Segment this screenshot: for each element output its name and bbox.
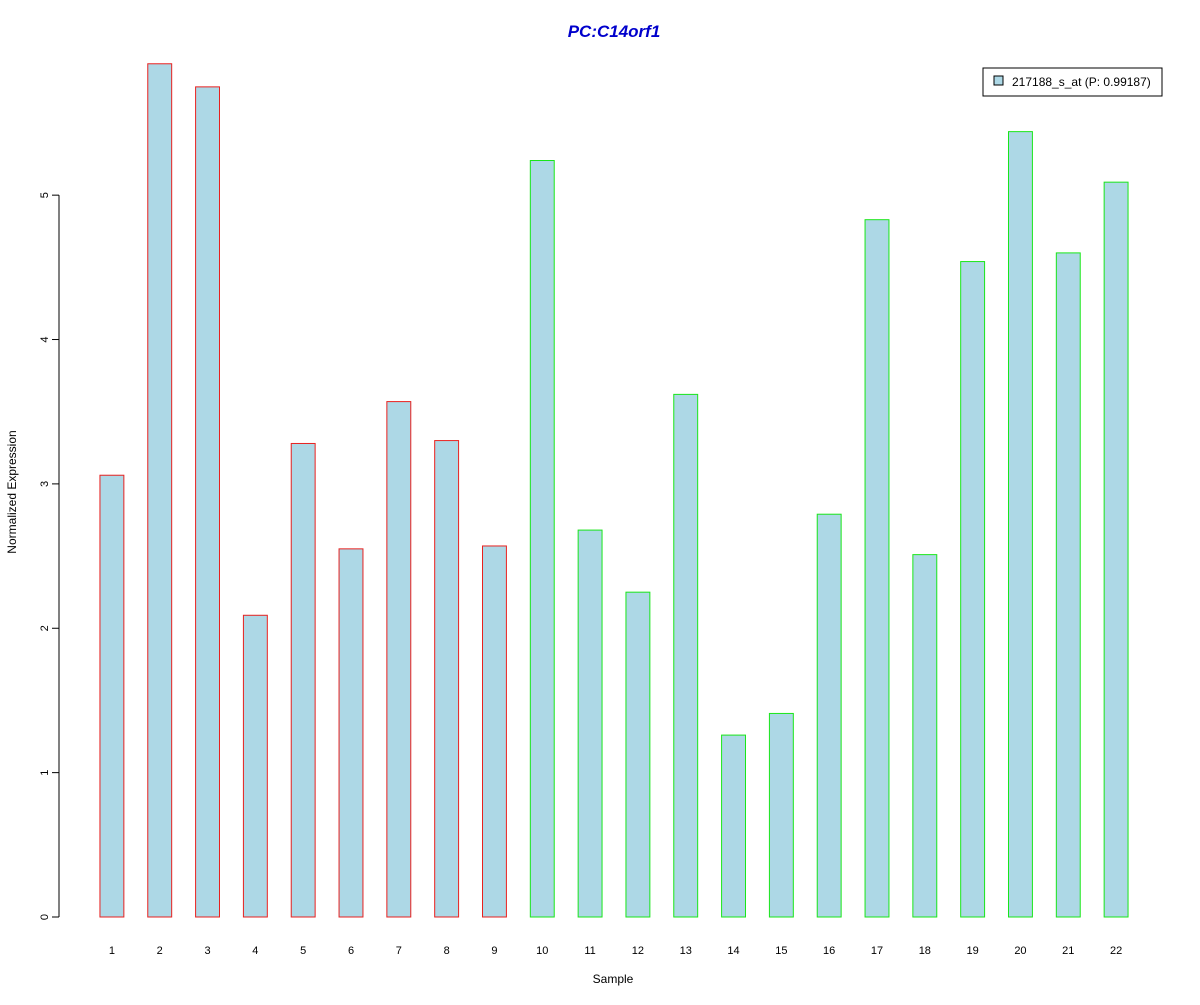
- y-axis-label: Normalized Expression: [5, 430, 19, 553]
- y-axis: 0 1 2 3 4 5: [39, 192, 60, 920]
- x-axis-tick-label: 14: [727, 945, 739, 957]
- bar-sample-10: [529, 160, 555, 918]
- legend-swatch: [993, 75, 1004, 86]
- x-axis-tick-label: 6: [348, 945, 354, 957]
- bar-sample-5: [290, 442, 316, 918]
- bar-sample-17: [864, 219, 890, 918]
- x-axis-tick-label: 2: [157, 945, 163, 957]
- bar-sample-6: [338, 548, 364, 918]
- bar-sample-16: [816, 513, 842, 918]
- y-axis-tick-label: 2: [39, 625, 51, 631]
- x-axis-tick-label: 20: [1014, 945, 1026, 957]
- x-axis-tick-label: 22: [1110, 945, 1122, 957]
- bar-sample-20: [1008, 131, 1033, 918]
- x-axis-tick-label: 4: [252, 945, 258, 957]
- bar-sample-18: [912, 554, 938, 918]
- bar-sample-12: [625, 591, 651, 918]
- bar-sample-13: [673, 393, 699, 918]
- y-axis-tick-label: 5: [39, 192, 51, 198]
- legend-label: 217188_s_at (P: 0.99187): [1012, 75, 1151, 89]
- bar-sample-19: [960, 261, 986, 918]
- x-axis-tick-label: 5: [300, 945, 306, 957]
- x-axis-tick-label: 7: [396, 945, 402, 957]
- x-axis-label: Sample: [593, 972, 634, 986]
- x-axis-tick-label: 12: [632, 945, 644, 957]
- legend: 217188_s_at (P: 0.99187): [982, 67, 1163, 97]
- bar-sample-15: [768, 712, 794, 918]
- x-axis-tick-label: 15: [775, 945, 787, 957]
- x-axis-tick-label: 21: [1062, 945, 1074, 957]
- x-axis-tick-label: 13: [680, 945, 692, 957]
- bars: [99, 63, 1129, 918]
- y-axis-tick-label: 4: [39, 336, 51, 342]
- x-axis-tick-label: 19: [967, 945, 979, 957]
- bar-sample-14: [721, 734, 747, 918]
- bar-sample-8: [434, 440, 460, 918]
- bar-sample-21: [1055, 252, 1081, 918]
- bar-sample-7: [386, 401, 412, 918]
- bar-sample-9: [482, 545, 507, 918]
- bar-sample-1: [99, 474, 125, 918]
- bar-sample-11: [577, 529, 603, 918]
- bar-sample-2: [147, 63, 173, 918]
- bar-sample-4: [242, 614, 268, 918]
- x-axis-tick-label: 8: [444, 945, 450, 957]
- x-axis-tick-label: 16: [823, 945, 835, 957]
- x-axis-tick-label: 1: [109, 945, 115, 957]
- y-axis-tick-label: 1: [39, 770, 51, 776]
- x-axis-tick-label: 11: [584, 945, 595, 957]
- x-axis-tick-label: 17: [871, 945, 883, 957]
- y-axis-tick-label: 3: [39, 481, 51, 487]
- y-axis-tick-label: 0: [39, 914, 51, 920]
- bar-sample-3: [195, 86, 220, 918]
- x-axis-tick-label: 9: [491, 945, 497, 957]
- x-axis-tick-labels: 1 2 3 4 5 6 7 8 9 10 11 12 13 14 15 16 17 18 19 20 21 22: [109, 945, 1122, 957]
- x-axis-tick-label: 3: [204, 945, 210, 957]
- x-axis-tick-label: 10: [536, 945, 548, 957]
- x-axis-tick-label: 18: [919, 945, 931, 957]
- legend-box: [982, 67, 1163, 97]
- chart-title: PC:C14orf1: [568, 22, 661, 41]
- bar-sample-22: [1103, 181, 1129, 918]
